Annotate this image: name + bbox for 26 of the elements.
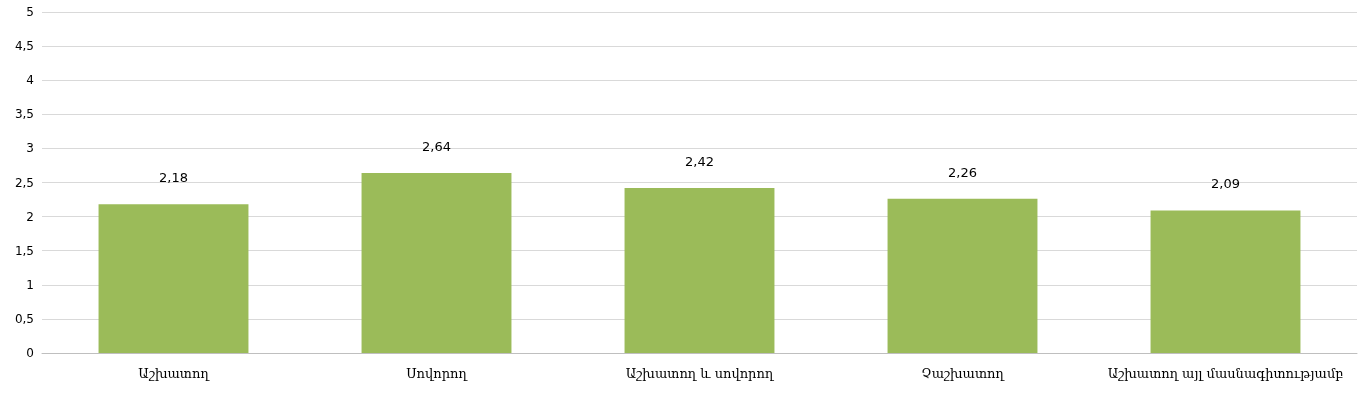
data-label: 2,42 [685,153,714,169]
x-tick-label: Չաշխատող [921,366,1006,381]
y-tick-label: 2 [26,209,34,224]
data-label: 2,64 [422,138,451,154]
data-label: 2,26 [948,164,977,180]
x-tick-label: Սովորող [406,366,469,381]
bar [361,172,512,353]
y-tick-label: 1,5 [14,243,34,258]
y-tick-label: 1 [26,277,34,292]
data-label: 2,18 [159,170,188,186]
y-tick-label: 3,5 [14,107,34,122]
y-tick-label: 4,5 [14,39,34,54]
x-tick-label: Աշխատող այլ մասնագիտությամբ [1107,366,1344,381]
y-tick-label: 0 [26,346,34,360]
y-tick-label: 0,5 [14,311,34,326]
x-tick-label: Աշխատող և սովորող [625,366,775,381]
bar [887,198,1038,353]
bar [1150,210,1301,353]
y-tick-label: 2,5 [14,175,34,190]
bar [98,204,249,353]
bar [624,187,775,353]
y-tick-label: 4 [26,73,34,88]
y-tick-label: 5 [26,5,34,19]
data-label: 2,09 [1211,176,1240,192]
y-tick-label: 3 [26,141,34,156]
x-tick-label: Աշխատող [138,366,211,381]
